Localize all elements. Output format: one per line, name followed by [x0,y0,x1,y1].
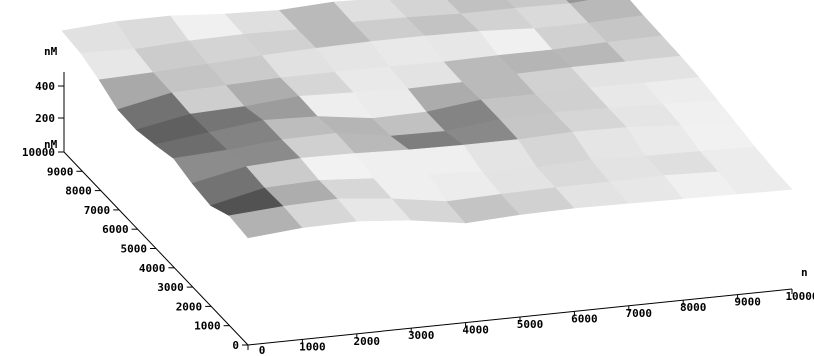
z-axis-ticks: 200 400 [35,80,64,125]
x-tick-label: 4000 [462,324,489,337]
x-tick-label: 10000 [785,290,814,303]
y-tick-label: 2000 [176,300,203,313]
z-tick-label: 400 [35,80,55,93]
y-tick-label: 10000 [22,146,55,159]
axes: 200 400 0 1000 2000 3000 4000 5000 6000 7000 8000… [22,45,814,356]
z-tick-label: 200 [35,112,55,125]
x-tick-label: 0 [259,344,266,356]
surface-mesh [61,0,793,239]
x-axis-unit-label: n [801,266,808,279]
y-tick-label: 8000 [65,185,92,198]
x-tick-label: 3000 [408,329,435,342]
x-tick-label: 2000 [354,335,381,348]
surface-facet [718,168,793,195]
x-tick-label: 8000 [680,301,707,314]
y-tick-label: 9000 [47,165,74,178]
x-axis-ticks: 0 1000 2000 3000 4000 5000 6000 7000 8000 9000 100… [247,289,814,356]
z-axis-unit-label: nM [44,45,58,58]
y-tick-label: 6000 [102,223,129,236]
x-tick-label: 7000 [626,307,653,320]
x-tick-label: 9000 [734,296,761,309]
y-tick-label: 3000 [157,281,184,294]
y-tick-label: 1000 [194,320,221,333]
x-tick-label: 5000 [517,318,544,331]
y-tick-label: 7000 [84,204,111,217]
y-axis-unit-label: nM [44,138,58,151]
y-tick-label: 4000 [139,262,166,275]
y-tick-label: 5000 [121,243,148,256]
y-axis-ticks: 0 1000 2000 3000 4000 5000 6000 7000 8000 9000 100… [22,146,248,352]
y-tick-label: 0 [232,339,239,352]
x-tick-label: 6000 [571,312,598,325]
x-tick-label: 1000 [299,340,326,353]
